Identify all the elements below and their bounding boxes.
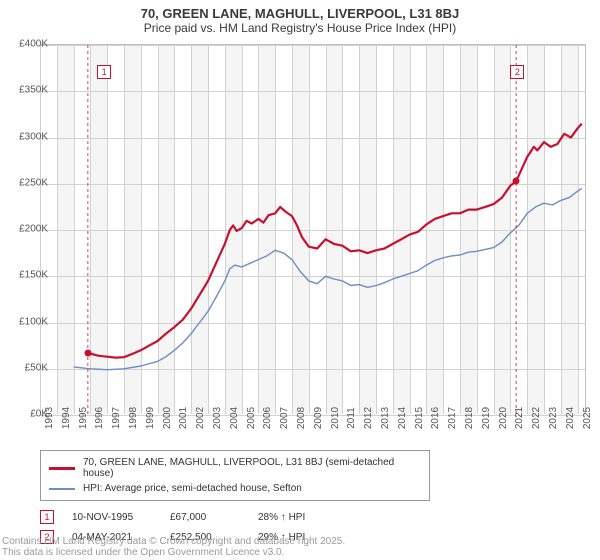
x-axis-label: 2019	[481, 407, 492, 429]
y-axis-label: £50K	[25, 362, 48, 373]
x-axis-label: 2001	[178, 407, 189, 429]
attribution-line-2: This data is licensed under the Open Gov…	[2, 547, 345, 558]
legend-series-1: 70, GREEN LANE, MAGHULL, LIVERPOOL, L31 …	[49, 455, 421, 481]
marker-date-1: 10-NOV-1995	[72, 512, 152, 523]
chart-svg	[40, 45, 340, 195]
y-axis-label: £100K	[19, 316, 48, 327]
x-axis-label: 2025	[582, 407, 593, 429]
x-axis-label: 2010	[330, 407, 341, 429]
x-axis-label: 2022	[531, 407, 542, 429]
marker-price-1: £67,000	[170, 512, 240, 523]
legend-swatch-red	[49, 467, 75, 470]
x-axis-label: 1994	[61, 407, 72, 429]
x-axis-label: 2003	[212, 407, 223, 429]
marker-row-1: 1 10-NOV-1995 £67,000 28% ↑ HPI	[40, 507, 586, 527]
x-axis-label: 2000	[162, 407, 173, 429]
x-axis-label: 1999	[145, 407, 156, 429]
plot-marker-badge-2: 2	[510, 65, 524, 79]
plot-area: 12	[40, 44, 586, 414]
marker-delta-1: 28% ↑ HPI	[258, 512, 305, 523]
x-axis-label: 2006	[262, 407, 273, 429]
x-axis-label: 1998	[128, 407, 139, 429]
x-axis-label: 1995	[78, 407, 89, 429]
x-axis-label: 2021	[514, 407, 525, 429]
y-axis-label: £300K	[19, 131, 48, 142]
x-axis-label: 2009	[313, 407, 324, 429]
chart-container: 70, GREEN LANE, MAGHULL, LIVERPOOL, L31 …	[0, 0, 600, 560]
x-axis-label: 2016	[430, 407, 441, 429]
attribution: Contains HM Land Registry data © Crown c…	[2, 536, 345, 558]
x-axis-label: 2023	[548, 407, 559, 429]
chart-legend: 70, GREEN LANE, MAGHULL, LIVERPOOL, L31 …	[40, 450, 586, 547]
marker-dot-1	[84, 350, 91, 357]
y-axis-label: £400K	[19, 39, 48, 50]
x-axis-label: 2018	[464, 407, 475, 429]
legend-label-2: HPI: Average price, semi-detached house,…	[83, 483, 302, 494]
x-axis-label: 1996	[94, 407, 105, 429]
x-axis-label: 2015	[414, 407, 425, 429]
x-axis-label: 1997	[111, 407, 122, 429]
marker-dot-2	[513, 178, 520, 185]
attribution-line-1: Contains HM Land Registry data © Crown c…	[2, 536, 345, 547]
x-axis-label: 2013	[380, 407, 391, 429]
x-axis-label: 2014	[397, 407, 408, 429]
title-line-1: 70, GREEN LANE, MAGHULL, LIVERPOOL, L31 …	[0, 6, 600, 21]
legend-label-1: 70, GREEN LANE, MAGHULL, LIVERPOOL, L31 …	[83, 457, 421, 479]
x-axis-label: 2020	[498, 407, 509, 429]
legend-series-2: HPI: Average price, semi-detached house,…	[49, 481, 421, 496]
x-axis-label: 2004	[229, 407, 240, 429]
y-axis-label: £150K	[19, 270, 48, 281]
legend-box: 70, GREEN LANE, MAGHULL, LIVERPOOL, L31 …	[40, 450, 430, 501]
title-line-2: Price paid vs. HM Land Registry's House …	[0, 21, 600, 35]
x-axis-label: 2011	[346, 407, 357, 429]
x-axis-label: 2017	[447, 407, 458, 429]
chart-title: 70, GREEN LANE, MAGHULL, LIVERPOOL, L31 …	[0, 0, 600, 37]
x-axis-label: 2005	[246, 407, 257, 429]
y-axis-label: £250K	[19, 177, 48, 188]
x-axis-label: 2002	[195, 407, 206, 429]
x-axis-label: 2007	[279, 407, 290, 429]
y-axis-label: £200K	[19, 224, 48, 235]
legend-swatch-blue	[49, 488, 75, 490]
y-axis-label: £0K	[30, 409, 48, 420]
marker-badge-1: 1	[40, 510, 54, 524]
plot-marker-badge-1: 1	[97, 65, 111, 79]
x-axis-label: 2012	[363, 407, 374, 429]
x-axis-label: 2008	[296, 407, 307, 429]
y-axis-label: £350K	[19, 85, 48, 96]
x-axis-label: 2024	[565, 407, 576, 429]
